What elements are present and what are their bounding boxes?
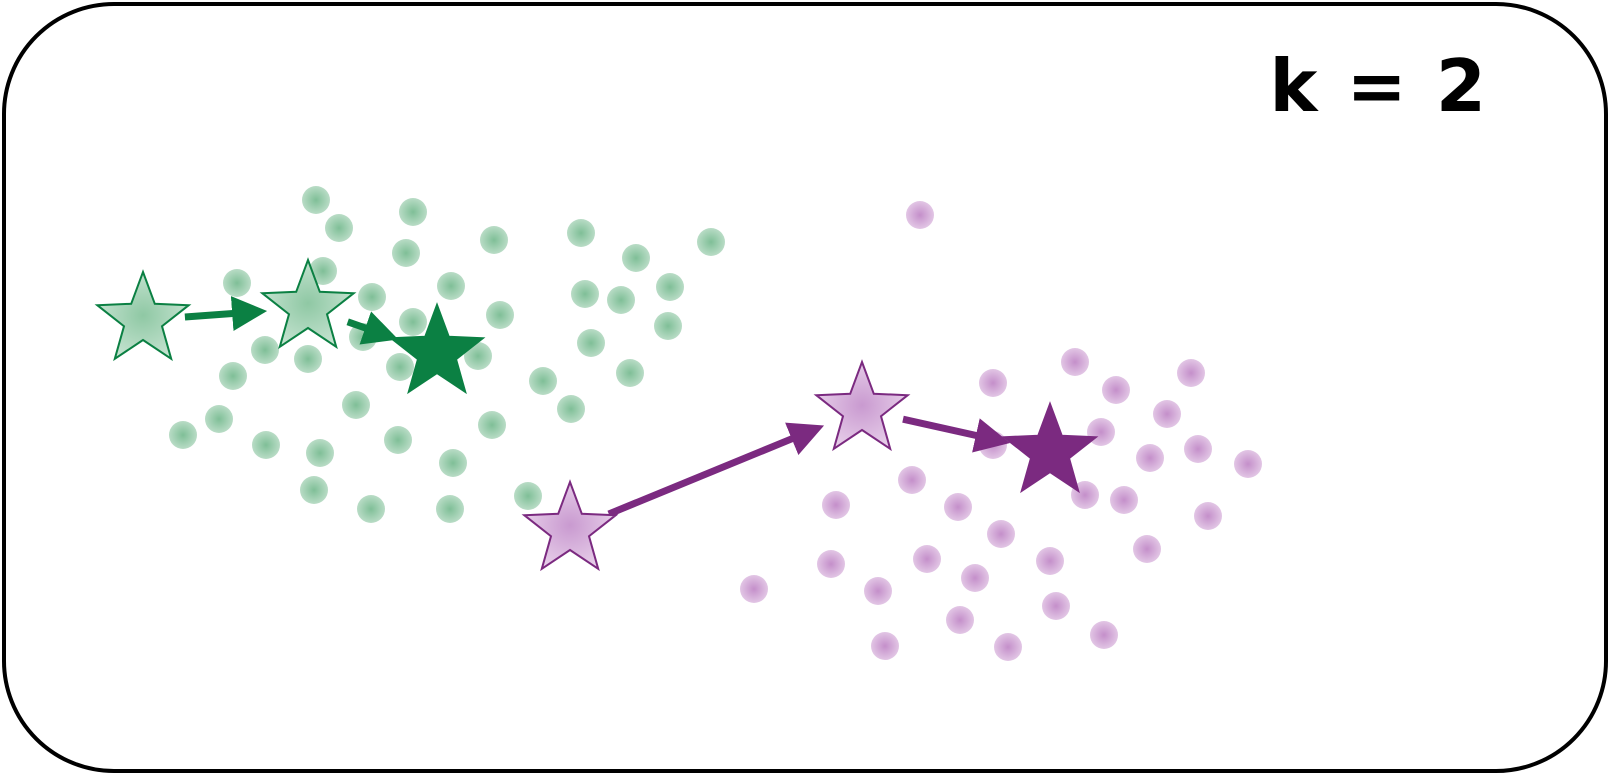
k-value-label: k = 2	[1269, 44, 1488, 128]
green-centroid-star-icon	[94, 269, 192, 362]
purple-data-point	[822, 491, 850, 519]
purple-data-point	[1061, 348, 1089, 376]
green-data-point	[357, 495, 385, 523]
green-data-point	[436, 495, 464, 523]
purple-data-point	[1133, 535, 1161, 563]
green-data-point	[309, 257, 337, 285]
green-data-point	[169, 421, 197, 449]
green-data-point	[302, 186, 330, 214]
green-data-point	[437, 272, 465, 300]
green-data-point	[464, 342, 492, 370]
purple-data-point	[1042, 592, 1070, 620]
purple-data-point	[740, 575, 768, 603]
purple-data-point	[946, 606, 974, 634]
green-data-point	[205, 405, 233, 433]
green-data-point	[480, 226, 508, 254]
green-data-point	[399, 198, 427, 226]
green-data-point	[567, 219, 595, 247]
purple-data-point	[1234, 450, 1262, 478]
purple-data-point	[1036, 547, 1064, 575]
green-data-point	[252, 431, 280, 459]
data-points	[169, 186, 1262, 661]
green-data-point	[399, 308, 427, 336]
purple-data-point	[979, 369, 1007, 397]
purple-data-point	[1153, 400, 1181, 428]
green-data-point	[300, 476, 328, 504]
green-data-point	[306, 439, 334, 467]
green-data-point	[358, 283, 386, 311]
purple-data-point	[898, 466, 926, 494]
purple-data-point	[1194, 502, 1222, 530]
green-data-point	[251, 336, 279, 364]
purple-centroid-star-icon	[521, 479, 619, 572]
green-data-point	[384, 426, 412, 454]
green-data-point	[342, 391, 370, 419]
purple-data-point	[994, 633, 1022, 661]
purple-data-point	[944, 493, 972, 521]
green-final-centroid-star-icon	[388, 302, 486, 395]
purple-centroid-arrow	[902, 415, 1011, 453]
purple-data-point	[817, 550, 845, 578]
purple-data-point	[1110, 486, 1138, 514]
purple-data-point	[1136, 444, 1164, 472]
green-data-point	[219, 362, 247, 390]
green-data-point	[514, 482, 542, 510]
green-data-point	[654, 312, 682, 340]
purple-data-point	[871, 632, 899, 660]
purple-centroid-star-icon	[813, 359, 911, 452]
purple-data-point	[1177, 359, 1205, 387]
purple-centroid-arrow	[607, 422, 825, 518]
purple-data-point	[913, 545, 941, 573]
centroid-arrows	[184, 296, 1011, 518]
centroid-stars	[94, 257, 1099, 572]
green-data-point	[577, 329, 605, 357]
green-data-point	[486, 301, 514, 329]
purple-data-point	[961, 564, 989, 592]
purple-data-point	[1090, 621, 1118, 649]
green-data-point	[478, 411, 506, 439]
green-data-point	[557, 395, 585, 423]
green-centroid-arrow	[346, 311, 399, 345]
green-data-point	[656, 273, 684, 301]
green-data-point	[697, 228, 725, 256]
green-data-point	[439, 449, 467, 477]
purple-final-centroid-star-icon	[1001, 401, 1099, 494]
green-centroid-star-icon	[259, 257, 357, 350]
green-data-point	[616, 359, 644, 387]
green-data-point	[607, 286, 635, 314]
purple-data-point	[1102, 376, 1130, 404]
green-data-point	[386, 353, 414, 381]
purple-data-point	[906, 201, 934, 229]
green-data-point	[529, 367, 557, 395]
green-data-point	[223, 269, 251, 297]
purple-data-point	[1184, 435, 1212, 463]
green-data-point	[571, 280, 599, 308]
green-data-point	[392, 239, 420, 267]
green-data-point	[325, 214, 353, 242]
green-data-point	[294, 345, 322, 373]
purple-data-point	[987, 520, 1015, 548]
green-centroid-arrow	[184, 296, 268, 331]
green-data-point	[622, 244, 650, 272]
purple-data-point	[864, 577, 892, 605]
